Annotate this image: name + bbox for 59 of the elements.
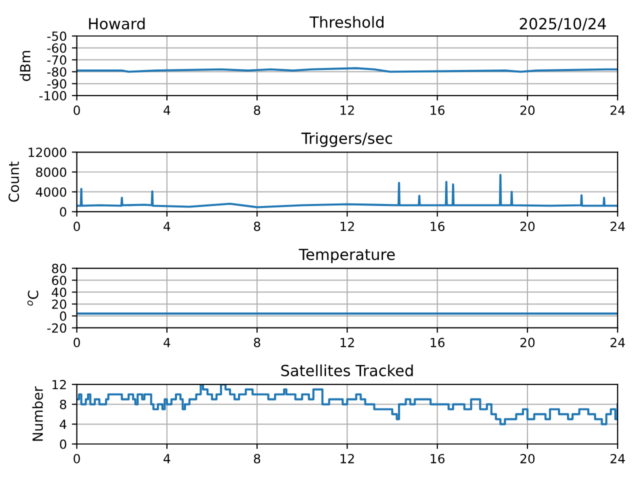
line-series (76, 174, 618, 208)
y-tick-label: -70 (47, 55, 66, 65)
text: 2025/10/24 (520, 18, 606, 31)
x-tick-label: 16 (430, 222, 444, 232)
y-axis-title: Number (32, 386, 43, 441)
x-tick-label: 16 (430, 106, 444, 115)
y-tick-label: 80 (52, 264, 66, 274)
y-tick-label: 12 (52, 380, 66, 390)
text: Howard (89, 18, 145, 30)
y-tick-label: 12000 (28, 148, 66, 158)
y-tick-label: -60 (47, 43, 66, 53)
x-tick-label: 20 (520, 338, 535, 348)
chart-title: Satellites Tracked (281, 364, 413, 376)
y-tick-label: 40 (52, 288, 66, 298)
x-tick-label: 12 (340, 338, 354, 348)
chart-title: Threshold (310, 16, 384, 28)
x-tick-label: 0 (74, 106, 80, 115)
chart-title: Triggers/sec (301, 132, 392, 147)
y-tick-label: -20 (47, 323, 66, 333)
x-tick-label: 20 (520, 222, 535, 232)
x-tick-label: 24 (610, 222, 625, 231)
y-axis-title: $^{o}$C (27, 290, 38, 306)
x-tick-label: 8 (254, 106, 260, 115)
x-tick-label: 16 (430, 454, 444, 464)
y-tick-label: 60 (52, 276, 66, 286)
x-tick-label: 24 (610, 106, 625, 115)
x-tick-label: 20 (520, 454, 535, 464)
y-tick-label: 8 (60, 400, 66, 410)
x-tick-label: 12 (340, 454, 354, 464)
chart-title: Temperature (298, 248, 395, 264)
y-tick-label: -90 (47, 79, 66, 89)
x-tick-label: 0 (74, 338, 80, 348)
y-tick-label: 8000 (36, 167, 66, 177)
y-tick-label: 4 (60, 420, 66, 429)
x-tick-label: 12 (340, 222, 354, 231)
x-tick-label: 16 (430, 338, 444, 348)
x-tick-label: 8 (254, 338, 260, 348)
y-tick-label: 0 (60, 439, 66, 449)
x-tick-label: 8 (254, 454, 260, 464)
y-tick-label: 20 (52, 300, 66, 309)
y-axis-title: Count (8, 162, 20, 202)
x-tick-label: 4 (164, 106, 170, 115)
x-tick-label: 0 (74, 222, 80, 232)
x-tick-label: 24 (610, 454, 625, 464)
x-tick-label: 12 (340, 106, 354, 115)
y-tick-label: -100 (39, 91, 66, 100)
y-axis-title: dBm (20, 51, 30, 81)
x-tick-label: 20 (520, 106, 535, 115)
y-tick-label: -50 (47, 31, 66, 41)
y-tick-label: 0 (60, 207, 66, 217)
x-tick-label: 0 (74, 454, 80, 464)
y-tick-label: -80 (47, 67, 66, 77)
x-tick-label: 4 (164, 454, 170, 464)
y-tick-label: 0 (60, 311, 66, 321)
x-tick-label: 24 (610, 338, 625, 348)
x-tick-label: 4 (164, 338, 170, 348)
y-tick-label: 4000 (36, 187, 66, 197)
x-tick-label: 4 (164, 222, 170, 231)
x-tick-label: 8 (254, 222, 260, 232)
